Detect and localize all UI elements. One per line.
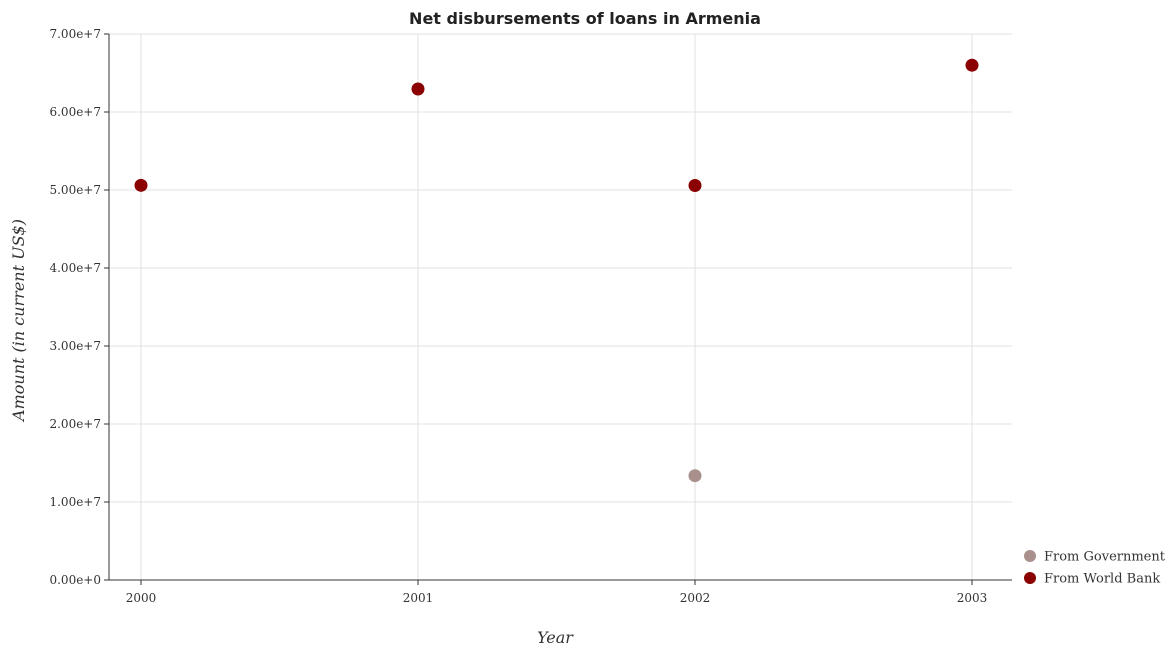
y-tick-labels: 0.00e+0 1.00e+7 2.00e+7 3.00e+7 4.00e+7 5.00e… xyxy=(49,27,101,587)
y-tick-label: 4.00e+7 xyxy=(49,261,101,275)
legend-marker-1 xyxy=(1024,572,1036,584)
y-tick-label: 1.00e+7 xyxy=(49,495,101,509)
y-tick-label: 0.00e+0 xyxy=(49,573,101,587)
legend-marker-0 xyxy=(1024,550,1036,562)
y-tick-label: 7.00e+7 xyxy=(49,27,101,41)
point-world-bank-2001 xyxy=(411,82,425,96)
legend-label-1: From World Bank xyxy=(1044,572,1160,587)
y-tick-label: 5.00e+7 xyxy=(49,183,101,197)
x-tick-label: 2003 xyxy=(957,591,988,605)
axes xyxy=(104,33,1012,585)
data-points xyxy=(134,58,979,483)
y-tick-label: 3.00e+7 xyxy=(49,339,101,353)
x-tick-label: 2002 xyxy=(680,591,711,605)
legend: From Government From World Bank xyxy=(1024,550,1166,587)
point-world-bank-2000 xyxy=(134,178,148,192)
point-world-bank-2002 xyxy=(688,178,702,192)
point-government-2002 xyxy=(688,469,702,483)
chart-title: Net disbursements of loans in Armenia xyxy=(409,9,761,28)
y-tick-label: 2.00e+7 xyxy=(49,417,101,431)
x-tick-label: 2001 xyxy=(403,591,434,605)
legend-label-0: From Government xyxy=(1044,550,1166,565)
y-axis-label: Amount (in current US$) xyxy=(9,219,28,423)
x-tick-labels: 2000 2001 2002 2003 xyxy=(126,591,988,605)
x-axis-label: Year xyxy=(537,628,574,647)
y-tick-label: 6.00e+7 xyxy=(49,105,101,119)
point-world-bank-2003 xyxy=(965,58,979,72)
grid xyxy=(109,33,1012,581)
x-tick-label: 2000 xyxy=(126,591,157,605)
